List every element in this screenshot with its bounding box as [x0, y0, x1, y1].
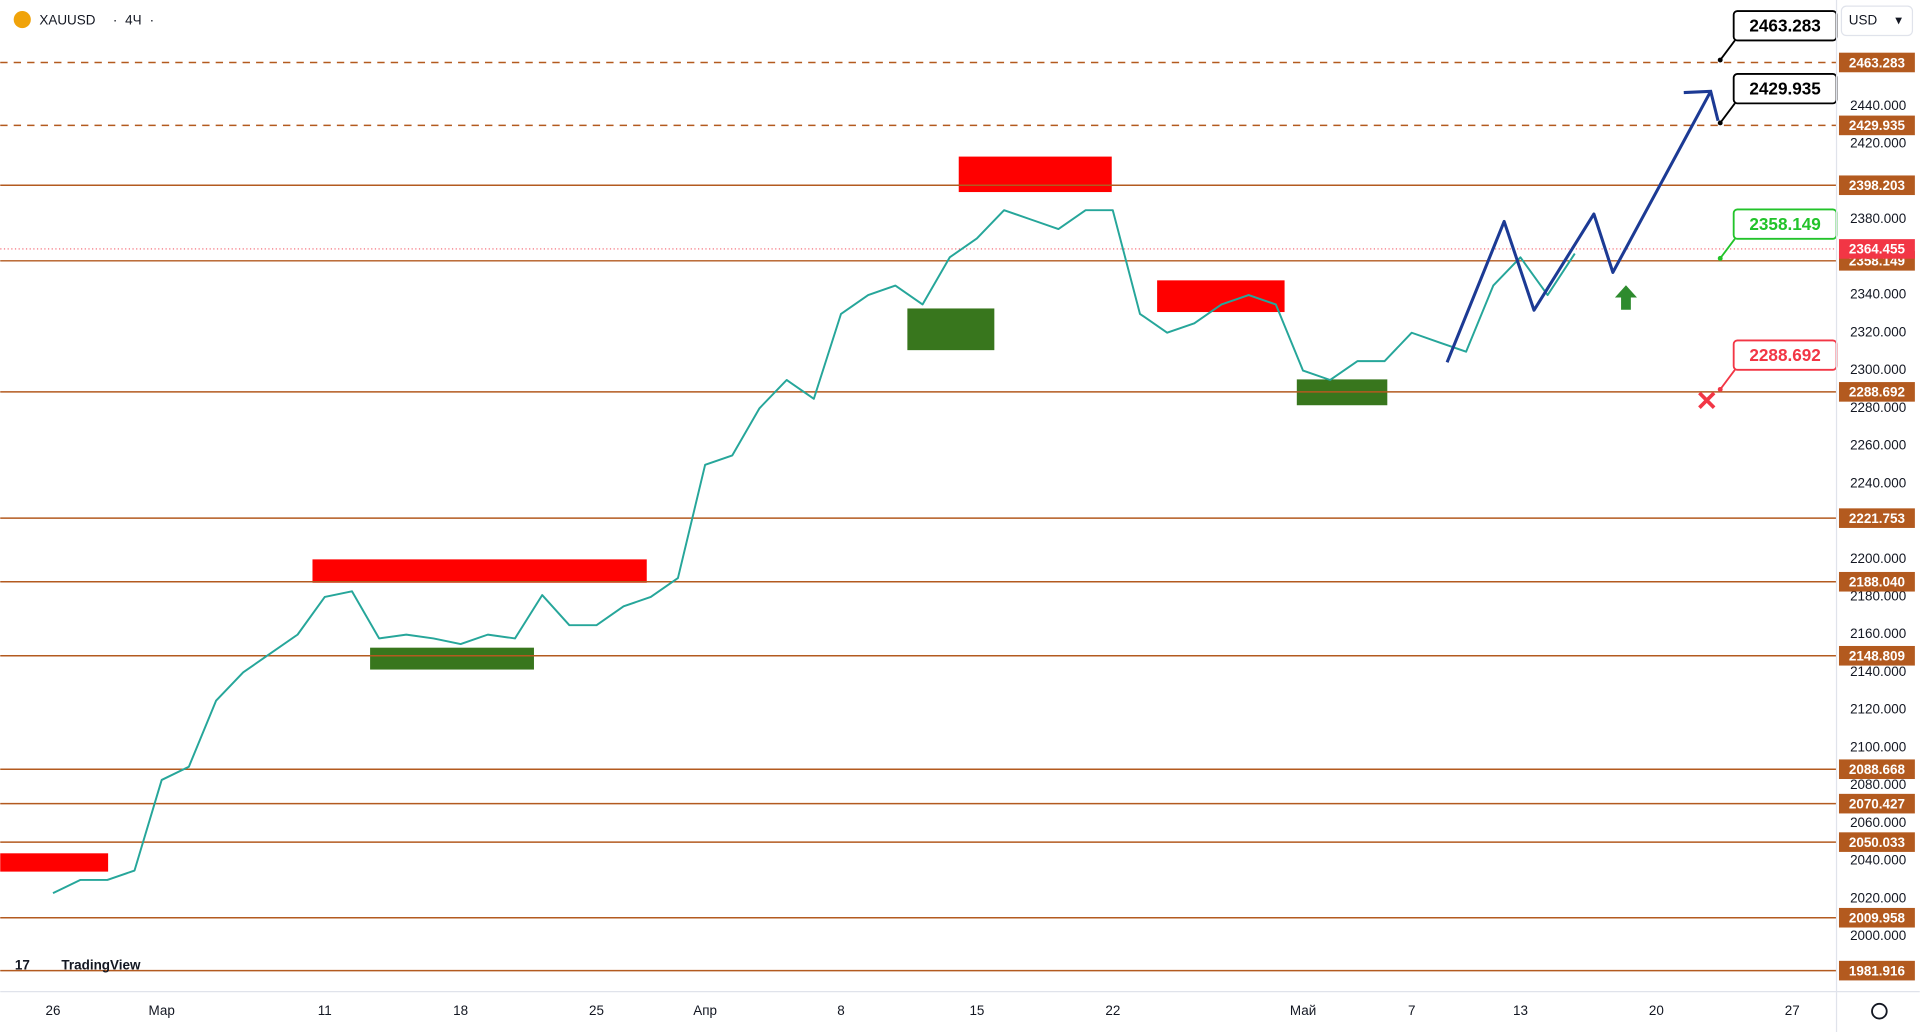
- x-tick-label: 18: [453, 1003, 468, 1018]
- level-tag-label: 2398.203: [1849, 178, 1905, 193]
- level-tag: [1838, 382, 1915, 402]
- y-tick-label: 2240.000: [1850, 475, 1906, 490]
- zone: [1157, 280, 1285, 313]
- level-tag-label: 2050.033: [1849, 835, 1905, 850]
- x-tick-label: 25: [589, 1003, 604, 1018]
- x-tick-label: 27: [1785, 1003, 1800, 1018]
- level-tag-label: 1981.916: [1849, 963, 1905, 978]
- level-tag-label: 2463.283: [1849, 55, 1905, 70]
- callout-anchor: [1717, 386, 1723, 392]
- level-tag-label: 2009.958: [1849, 911, 1906, 926]
- y-tick-label: 2060.000: [1850, 815, 1906, 830]
- level-tag: [1838, 907, 1915, 928]
- callout-anchor: [1717, 255, 1723, 261]
- projection-line: [1445, 90, 1713, 363]
- zone: [312, 559, 647, 583]
- level-tag-label: 2070.427: [1849, 796, 1905, 811]
- up-arrow: [1614, 285, 1637, 310]
- symbol[interactable]: XAUUSD: [39, 12, 95, 27]
- level-tag-label: 2429.935: [1849, 118, 1906, 133]
- x-tick-label: 11: [318, 1003, 332, 1018]
- callout-label: 2358.149: [1749, 214, 1820, 234]
- y-tick-label: 2020.000: [1850, 890, 1906, 905]
- level-tag: [1838, 175, 1915, 196]
- callout-label: 2288.692: [1749, 345, 1820, 365]
- callout-pointer: [1719, 102, 1736, 124]
- y-tick-label: 2260.000: [1850, 438, 1906, 453]
- y-tick-label: 2140.000: [1850, 664, 1906, 679]
- currency[interactable]: USD: [1849, 12, 1878, 27]
- symbol-icon: [13, 11, 31, 29]
- dropdown-caret: ▾: [1895, 12, 1902, 27]
- y-tick-label: 2380.000: [1850, 211, 1906, 226]
- separator: ·: [150, 12, 154, 27]
- y-tick-label: 2000.000: [1850, 928, 1906, 943]
- callout-label: 2429.935: [1749, 78, 1821, 98]
- x-tick-label: 7: [1408, 1003, 1415, 1018]
- y-tick-label: 2120.000: [1850, 702, 1906, 717]
- level-tag-label: 2088.668: [1849, 762, 1906, 777]
- x-tick-label: 15: [969, 1003, 984, 1018]
- x-tick-label: 20: [1649, 1003, 1664, 1018]
- level-tag: [1838, 52, 1915, 73]
- projection-arrowhead: [1683, 89, 1720, 122]
- callout-anchor: [1717, 57, 1723, 63]
- x-tick-label: Апр: [693, 1003, 717, 1018]
- level-tag-label: 2288.692: [1849, 385, 1905, 400]
- zone: [0, 853, 109, 872]
- zone: [907, 308, 995, 351]
- y-tick-label: 2280.000: [1850, 400, 1906, 415]
- level-tag-label: 2221.753: [1849, 511, 1905, 526]
- stop-cross: [1698, 391, 1716, 409]
- level-tag: [1838, 793, 1915, 814]
- interval[interactable]: 4Ч: [125, 12, 141, 27]
- y-tick-label: 2440.000: [1850, 98, 1906, 113]
- zone: [958, 156, 1112, 193]
- y-tick-label: 2180.000: [1850, 588, 1906, 603]
- callout-pointer: [1719, 39, 1736, 61]
- x-tick-label: 8: [837, 1003, 844, 1018]
- brand-mark: 17: [15, 957, 30, 972]
- currency-button[interactable]: [1840, 5, 1914, 37]
- y-tick-label: 2080.000: [1850, 777, 1906, 792]
- y-tick-label: 2040.000: [1850, 853, 1906, 868]
- level-tag-label: 2188.040: [1849, 575, 1905, 590]
- x-tick-label: Май: [1290, 1003, 1316, 1018]
- separator: ·: [113, 12, 117, 27]
- y-tick-label: 2420.000: [1850, 136, 1906, 151]
- level-tag: [1838, 115, 1915, 136]
- price-line: [52, 209, 1576, 895]
- level-tag: [1838, 508, 1915, 528]
- y-tick-label: 2160.000: [1850, 626, 1906, 641]
- x-tick-label: 22: [1105, 1003, 1120, 1018]
- level-tag-label: 2148.809: [1849, 649, 1905, 664]
- current-price-label: 2364.455: [1849, 242, 1906, 257]
- zone: [370, 647, 534, 670]
- callout-pointer: [1719, 238, 1736, 259]
- current-price-tag: [1838, 239, 1915, 259]
- level-tag: [1838, 832, 1915, 852]
- level-tag: [1838, 960, 1915, 981]
- callout-label: 2463.283: [1749, 16, 1820, 36]
- y-tick-label: 2320.000: [1850, 324, 1906, 339]
- x-tick-label: 13: [1513, 1003, 1528, 1018]
- x-tick-label: Мар: [148, 1003, 174, 1018]
- y-tick-label: 2340.000: [1850, 287, 1906, 302]
- level-tag: [1838, 645, 1915, 666]
- level-tag: [1838, 571, 1915, 592]
- settings-icon[interactable]: [1871, 1002, 1888, 1020]
- y-tick-label: 2300.000: [1850, 362, 1906, 377]
- brand: TradingView: [61, 957, 141, 972]
- plot-area: 2463.283 2429.935 2358.149 2288.692: [0, 10, 1838, 972]
- callout-pointer: [1719, 369, 1736, 390]
- level-tag: [1838, 759, 1915, 780]
- callout-anchor: [1717, 120, 1723, 126]
- y-tick-label: 2100.000: [1850, 739, 1906, 754]
- y-tick-label: 2200.000: [1850, 551, 1906, 566]
- x-tick-label: 26: [45, 1003, 60, 1018]
